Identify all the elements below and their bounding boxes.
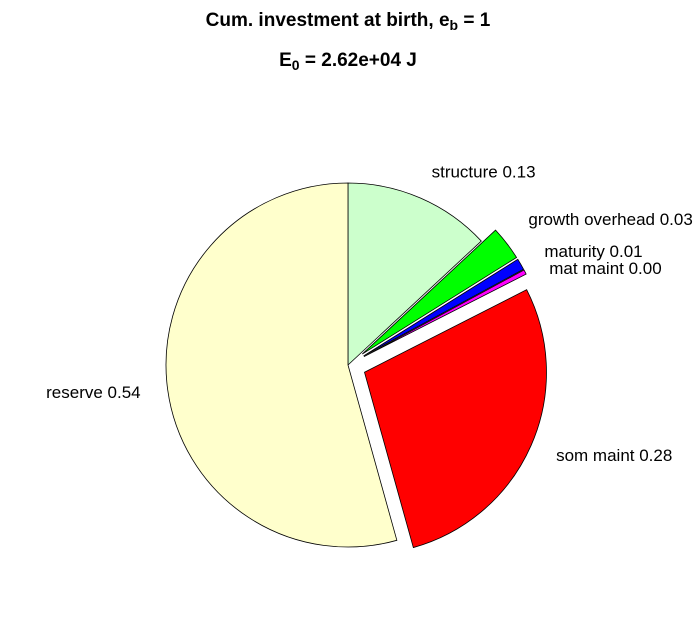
title-text: Cum. investment at birth, e bbox=[206, 10, 450, 31]
slice-label: structure 0.13 bbox=[432, 163, 536, 182]
title-text: = 1 bbox=[458, 10, 491, 31]
subtitle-text: = 2.62e+04 J bbox=[300, 50, 417, 71]
subtitle-text: E bbox=[279, 50, 292, 71]
slice-label: som maint 0.28 bbox=[556, 446, 672, 465]
chart-subtitle: E0 = 2.62e+04 J bbox=[279, 50, 417, 73]
slice-label: reserve 0.54 bbox=[46, 383, 141, 402]
pie-slice bbox=[364, 289, 547, 549]
subtitle-subscript: 0 bbox=[292, 57, 300, 73]
pie-slice bbox=[363, 269, 527, 357]
pie-slice bbox=[165, 182, 398, 548]
slice-label: maturity 0.01 bbox=[544, 242, 642, 261]
pie-slice bbox=[363, 258, 525, 357]
slice-label: growth overhead 0.03 bbox=[528, 210, 692, 229]
slice-label: mat maint 0.00 bbox=[549, 259, 661, 278]
pie-slice bbox=[362, 229, 518, 355]
pie-slice bbox=[347, 182, 482, 366]
chart-title: Cum. investment at birth, eb = 1 bbox=[206, 10, 491, 33]
title-subscript: b bbox=[450, 17, 459, 33]
